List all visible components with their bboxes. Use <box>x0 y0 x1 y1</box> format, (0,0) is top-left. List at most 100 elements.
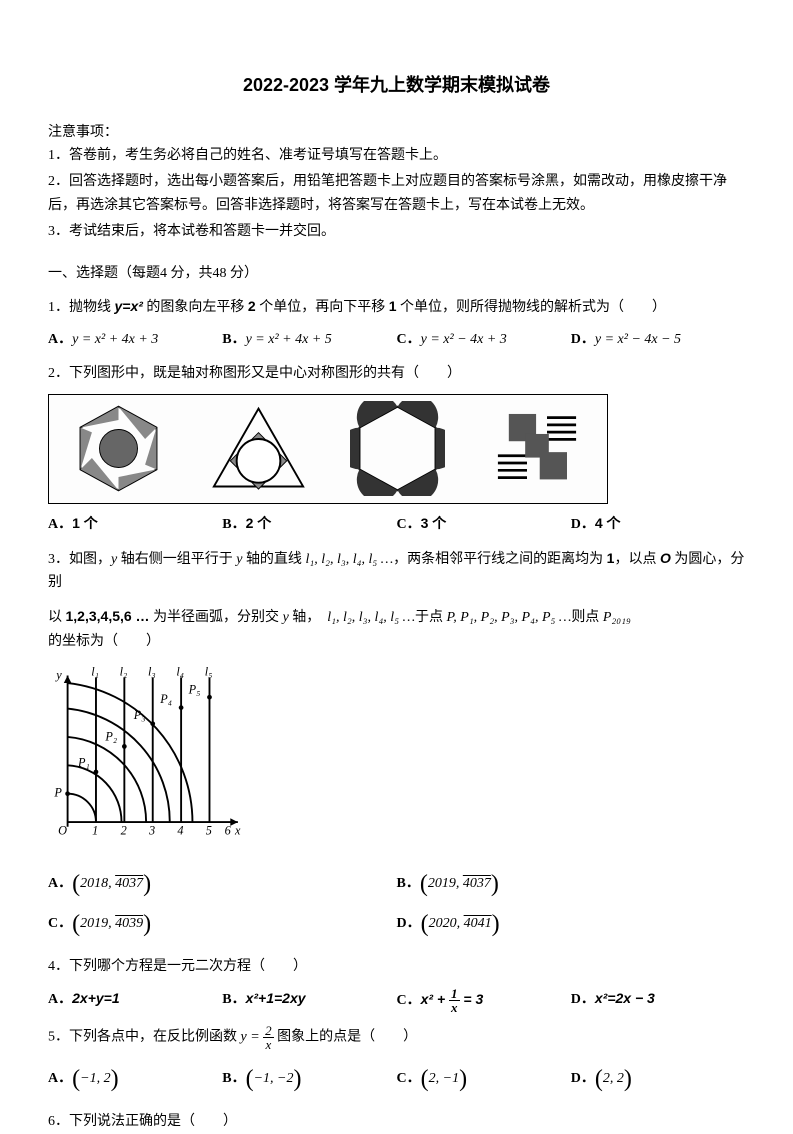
question-4: 4．下列哪个方程是一元二次方程（ ） <box>48 955 745 979</box>
option-c: C．y = x² − 4x + 3 <box>397 328 571 352</box>
option-text: 3 个 <box>421 515 447 531</box>
instruction-line: 2．回答选择题时，选出每小题答案后，用铅笔把答题卡上对应题目的答案标号涂黑，如需… <box>48 170 745 218</box>
svg-text:P₃: P₃ <box>133 708 146 722</box>
option-b: B．(−1, −2) <box>222 1059 396 1100</box>
svg-text:l₃: l₃ <box>148 666 156 678</box>
svg-text:4: 4 <box>177 823 183 837</box>
option-a: A．(2018, 4037) <box>48 864 397 905</box>
option-text: 4 个 <box>595 515 621 531</box>
option-text: y = x² + 4x + 5 <box>246 332 332 347</box>
option-a: A．(−1, 2) <box>48 1059 222 1100</box>
option-text: y = x² − 4x + 3 <box>421 332 507 347</box>
q1-text: 1．抛物线 <box>48 300 115 315</box>
svg-text:5: 5 <box>206 823 212 837</box>
option-text: x²=2x − 3 <box>595 990 655 1006</box>
radii: 1,2,3,4,5,6 … <box>66 608 150 624</box>
q3-text: ，以点 <box>614 552 660 567</box>
svg-text:O: O <box>58 823 67 837</box>
svg-text:6: 6 <box>225 823 232 837</box>
q1-text: 个单位，再向下平移 <box>256 300 389 315</box>
q1-text: 的图象向左平移 <box>143 300 248 315</box>
option-d: D．4 个 <box>571 512 745 537</box>
svg-text:x: x <box>234 823 241 837</box>
q3-text: 为半径画弧，分别交 <box>150 610 283 625</box>
frac-den: x <box>263 1038 274 1051</box>
svg-text:P₄: P₄ <box>159 692 172 706</box>
option-text: 1 个 <box>72 515 98 531</box>
figure-triangle-square-circle-icon <box>189 395 329 503</box>
option-c: C．3 个 <box>397 512 571 537</box>
q2-options: A．1 个 B．2 个 C．3 个 D．4 个 <box>48 512 745 537</box>
q1-num: 2 <box>248 298 256 314</box>
origin-O: O <box>660 550 671 566</box>
section-header: 一、选择题（每题4 分，共48 分） <box>48 262 745 286</box>
option-text: 2x+y=1 <box>72 990 120 1006</box>
P-target: P₂₀₁₉ <box>603 610 631 625</box>
figure-hexagon-arcs-icon <box>328 395 468 503</box>
option-text: 2 个 <box>246 515 272 531</box>
frac-num: 1 <box>449 987 460 1001</box>
instruction-line: 3．考试结束后，将本试卷和答题卡一并交回。 <box>48 220 745 244</box>
frac-num: 2 <box>263 1024 274 1038</box>
question-3: 3．如图，y 轴右侧一组平行于 y 轴的直线 l₁, l₂, l₃, l₄, l… <box>48 547 745 596</box>
q3-graph-icon: yx O 123 456 l₁l₂l₃ l₄l₅ PP₁P₂ P₃P₄P₅ <box>48 666 248 841</box>
option-a: A．1 个 <box>48 512 222 537</box>
option-b: B．2 个 <box>222 512 396 537</box>
q5-options: A．(−1, 2) B．(−1, −2) C．(2, −1) D．(2, 2) <box>48 1059 745 1100</box>
q3-text: 轴， <box>289 610 328 625</box>
option-d: D．x²=2x − 3 <box>571 987 745 1014</box>
option-a: A．y = x² + 4x + 3 <box>48 328 222 352</box>
svg-text:y: y <box>54 668 62 682</box>
option-c: C．(2, −1) <box>397 1059 571 1100</box>
q3-text: 3．如图， <box>48 552 111 567</box>
question-5: 5．下列各点中，在反比例函数 y = 2x 图象上的点是（ ） <box>48 1024 745 1051</box>
option-text: = 3 <box>460 991 484 1007</box>
svg-text:3: 3 <box>148 823 155 837</box>
svg-text:P: P <box>53 785 62 799</box>
q1-eq: y=x² <box>115 298 143 314</box>
option-d: D．(2020, 4041) <box>397 904 746 945</box>
option-a: A．2x+y=1 <box>48 987 222 1014</box>
question-1: 1．抛物线 y=x² 的图象向左平移 2 个单位，再向下平移 1 个单位，则所得… <box>48 295 745 320</box>
svg-text:P₁: P₁ <box>77 755 90 769</box>
q3-text: ，两条相邻平行线之间的距离均为 <box>393 552 607 567</box>
q5-text: 5．下列各点中，在反比例函数 <box>48 1030 241 1045</box>
svg-text:2: 2 <box>121 823 127 837</box>
q1-text: 个单位，则所得抛物线的解析式为（ ） <box>397 300 667 315</box>
instruction-line: 1．答卷前，考生务必将自己的姓名、准考证号填写在答题卡上。 <box>48 144 745 168</box>
svg-text:1: 1 <box>92 823 98 837</box>
option-text: y = x² + 4x + 3 <box>72 332 158 347</box>
q5-eq-lhs: y = <box>241 1030 264 1045</box>
q5-text: 图象上的点是（ ） <box>274 1030 418 1045</box>
option-b: B．(2019, 4037) <box>397 864 746 905</box>
q2-figures <box>48 394 608 504</box>
instructions-header: 注意事项： <box>48 121 745 145</box>
q3-text: 轴右侧一组平行于 <box>117 552 236 567</box>
svg-text:P₂: P₂ <box>104 729 117 743</box>
option-text: x²+1=2xy <box>246 990 306 1006</box>
q4-options: A．2x+y=1 B．x²+1=2xy C．x² + 1x = 3 D．x²=2… <box>48 987 745 1014</box>
q3-text: 的坐标为（ ） <box>48 634 160 649</box>
svg-text:P₅: P₅ <box>188 682 201 696</box>
figure-squares-lines-icon <box>468 395 608 503</box>
svg-text:l₅: l₅ <box>205 666 213 678</box>
option-c: C．(2019, 4039) <box>48 904 397 945</box>
question-3-line2: 以 1,2,3,4,5,6 … 为半径画弧，分别交 y 轴， l₁, l₂, l… <box>48 605 745 654</box>
q3-text: 于点 <box>415 610 447 625</box>
svg-text:l₂: l₂ <box>120 666 128 678</box>
option-b: B．y = x² + 4x + 5 <box>222 328 396 352</box>
P-seq: P, P₁, P₂, P₃, P₄, P₅ … <box>447 610 572 625</box>
q3-text: 轴的直线 <box>242 552 305 567</box>
frac-den: x <box>449 1001 460 1014</box>
option-text: y = x² − 4x − 5 <box>595 332 681 347</box>
option-text: x² + <box>421 991 449 1007</box>
q3-options: A．(2018, 4037) B．(2019, 4037) C．(2019, 4… <box>48 864 745 946</box>
option-d: D．(2, 2) <box>571 1059 745 1100</box>
l-seq: l₁, l₂, l₃, l₄, l₅ … <box>305 552 393 567</box>
figure-hexagon-circle-icon <box>49 395 189 503</box>
svg-text:l₄: l₄ <box>176 666 184 678</box>
option-d: D．y = x² − 4x − 5 <box>571 328 745 352</box>
option-c: C．x² + 1x = 3 <box>397 987 571 1014</box>
q3-text: 则点 <box>571 610 603 625</box>
page-title: 2022-2023 学年九上数学期末模拟试卷 <box>48 70 745 101</box>
